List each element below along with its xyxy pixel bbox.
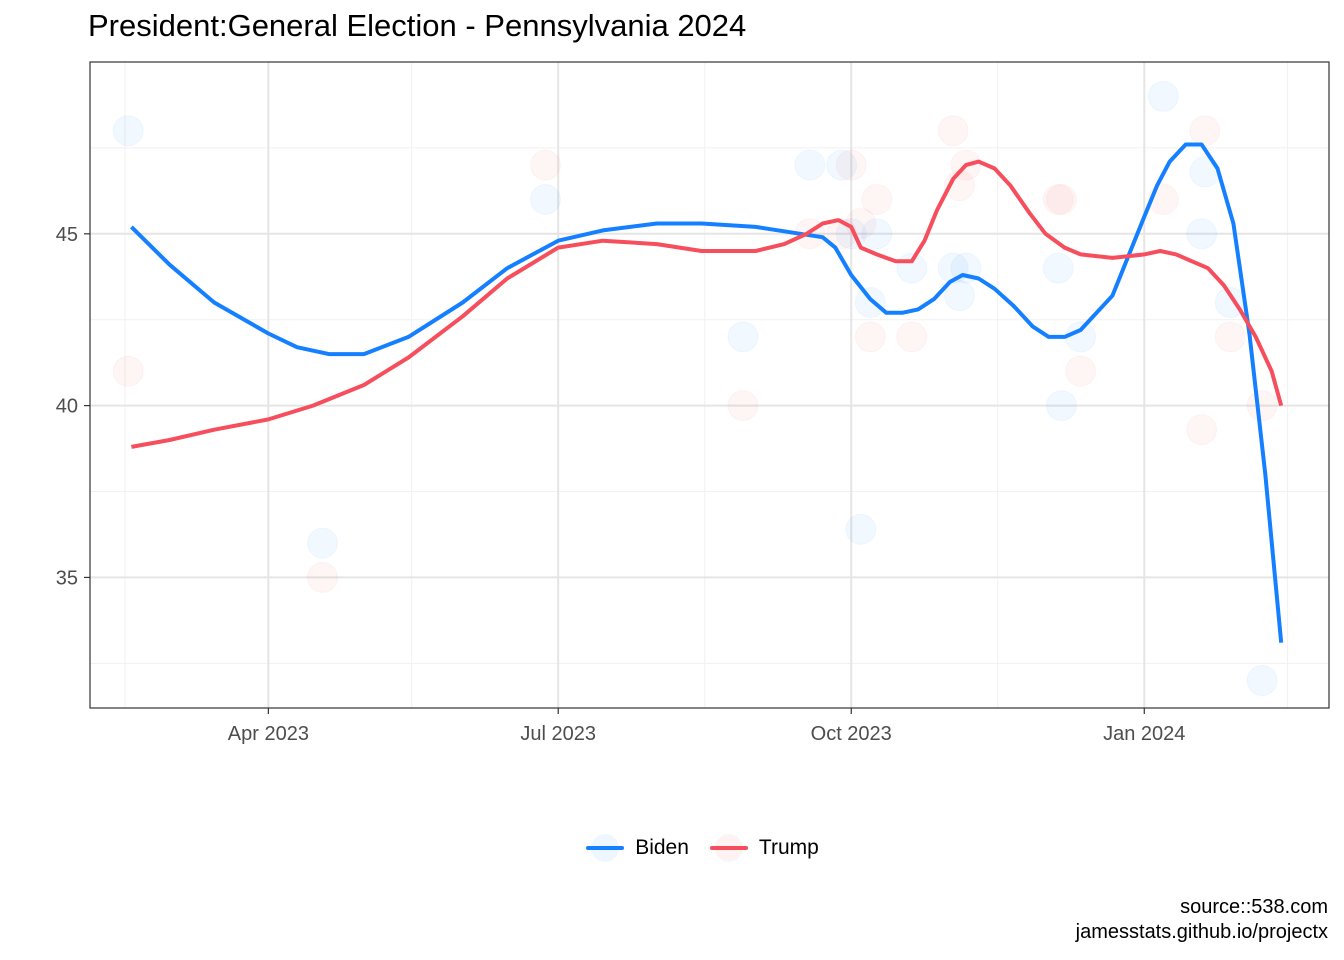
poll-point-trump (1214, 321, 1246, 353)
legend-key-biden (585, 828, 625, 868)
poll-point-trump (861, 183, 893, 215)
trend-line-biden (129, 142, 1284, 643)
poll-point-biden (1042, 252, 1074, 284)
legend-label-trump: Trump (758, 836, 819, 859)
trend-lines (129, 142, 1284, 643)
poll-point-trump (727, 390, 759, 422)
poll-point-trump (1065, 355, 1097, 387)
y-axis-tick-label: 35 (56, 567, 78, 589)
legend-item-trump: Trump (709, 828, 819, 868)
poll-point-biden (845, 513, 877, 545)
poll-point-biden (1147, 80, 1179, 112)
legend: Biden Trump (0, 828, 1344, 868)
poll-point-trump (1189, 115, 1221, 147)
poll-point-trump (307, 561, 339, 593)
poll-point-trump (112, 355, 144, 387)
chart-title: President:General Election - Pennsylvani… (88, 8, 747, 43)
poll-point-trump (1246, 390, 1278, 422)
poll-point-biden (1186, 218, 1218, 250)
legend-key-trump (709, 828, 749, 868)
poll-point-trump (835, 149, 867, 181)
poll-points (112, 80, 1278, 697)
poll-point-biden (1045, 390, 1077, 422)
x-axis-tick-label: Jan 2024 (1103, 723, 1185, 745)
poll-point-biden (727, 321, 759, 353)
panel-border (89, 61, 1330, 709)
poll-point-trump (896, 321, 928, 353)
poll-point-trump (1045, 183, 1077, 215)
poll-point-biden (1189, 156, 1221, 188)
x-axis-tick-label: Jul 2023 (520, 723, 596, 745)
x-axis-tick-label: Oct 2023 (811, 723, 892, 745)
y-axis-tick-label: 45 (56, 224, 78, 246)
legend-item-biden: Biden (585, 828, 689, 868)
poll-point-biden (112, 115, 144, 147)
caption-site: jamesstats.github.io/projectx (1075, 921, 1328, 943)
poll-point-biden (861, 218, 893, 250)
x-axis-tick-label: Apr 2023 (228, 723, 309, 745)
caption-source: source::538.com (1180, 896, 1328, 918)
poll-point-biden (794, 149, 826, 181)
poll-point-biden (307, 527, 339, 559)
grid-minor-lines (90, 62, 1329, 708)
poll-point-biden (944, 280, 976, 312)
legend-label-biden: Biden (635, 836, 689, 859)
poll-point-biden (1065, 321, 1097, 353)
poll-point-biden (529, 183, 561, 215)
axes: Apr 2023 Jul 2023 Oct 2023 Jan 2024 35 40 45 (56, 224, 1186, 745)
poll-point-trump (1186, 414, 1218, 446)
poll-point-trump (1042, 183, 1074, 215)
poll-point-biden (1246, 665, 1278, 697)
poll-point-trump (937, 115, 969, 147)
poll-point-trump (529, 149, 561, 181)
poll-point-biden (854, 287, 886, 319)
poll-point-biden (826, 149, 858, 181)
y-axis-tick-label: 40 (56, 396, 78, 418)
grid-major-lines (90, 62, 1329, 708)
trend-line-trump (131, 159, 1284, 449)
poll-point-trump (854, 321, 886, 353)
